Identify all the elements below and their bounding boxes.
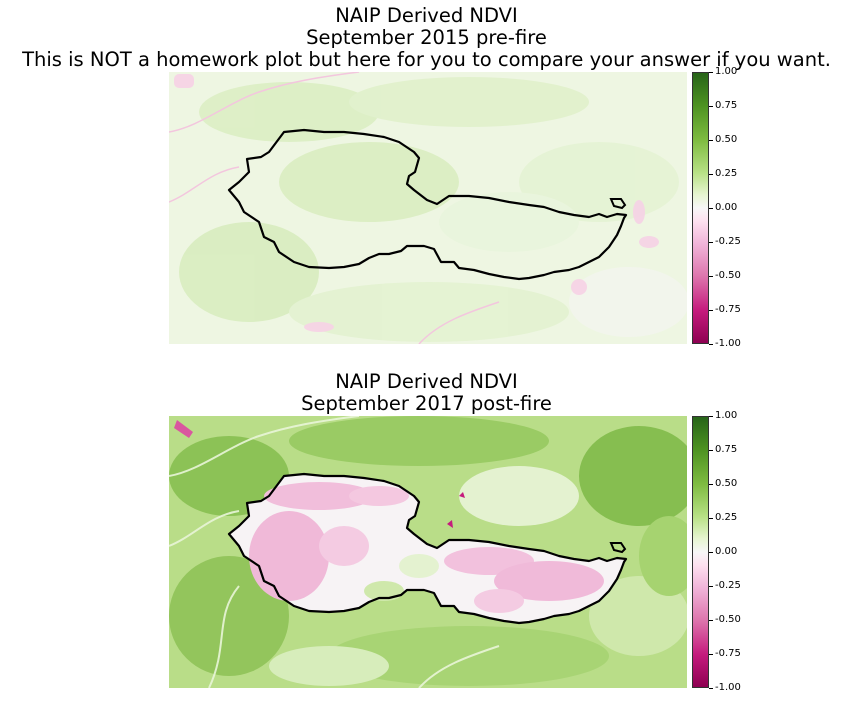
colorbar-tick-label: -1.00 <box>709 338 741 350</box>
panel1-title-line1: NAIP Derived NDVI <box>335 4 518 27</box>
colorbar-2017 <box>692 416 709 688</box>
colorbar-tick-label: -0.25 <box>709 236 741 248</box>
colorbar-tick-label: 1.00 <box>709 410 737 422</box>
colorbar-tick-label: -0.75 <box>709 648 741 660</box>
vegetation-texture <box>179 77 687 342</box>
colorbar-tick-label: -0.50 <box>709 614 741 626</box>
colorbar-tick-label: 0.50 <box>709 478 737 490</box>
panel2-title-line2: September 2017 post-fire <box>301 392 552 415</box>
colorbar-tick-label: -0.50 <box>709 270 741 282</box>
burn-scar <box>229 474 626 623</box>
colorbar-tick-label: 0.75 <box>709 100 737 112</box>
colorbar-tick-label: 1.00 <box>709 66 737 78</box>
colorbar-tick-label: 0.25 <box>709 512 737 524</box>
colorbar-tick-label: 0.25 <box>709 168 737 180</box>
panel1-title-line2: September 2015 pre-fire <box>306 26 547 49</box>
road-lines <box>169 72 500 344</box>
colorbar-tick-label: -0.75 <box>709 304 741 316</box>
fire-perimeter <box>227 472 628 625</box>
colorbar-tick-label: -0.25 <box>709 580 741 592</box>
fire-perimeter-fragment <box>609 542 627 554</box>
colorbar-2015 <box>692 72 709 344</box>
panel1-title-line3: This is NOT a homework plot but here for… <box>22 48 831 71</box>
colorbar-tick-label: 0.50 <box>709 134 737 146</box>
colorbar-tick-label: -1.00 <box>709 682 741 694</box>
low-ndvi-patch <box>174 420 193 438</box>
ndvi-map-2015 <box>169 72 687 344</box>
colorbar-tick-label: 0.75 <box>709 444 737 456</box>
colorbar-tick-label: 0.00 <box>709 202 737 214</box>
low-ndvi-patches <box>174 74 659 332</box>
low-ndvi-patch <box>447 492 465 528</box>
ndvi-map-2017 <box>169 416 687 688</box>
colorbar-tick-label: 0.00 <box>709 546 737 558</box>
fire-perimeter <box>227 128 628 281</box>
vegetation-texture <box>169 416 687 686</box>
road-lines <box>169 416 500 688</box>
panel2-title-line1: NAIP Derived NDVI <box>335 370 518 393</box>
fire-perimeter-fragment <box>609 198 627 210</box>
